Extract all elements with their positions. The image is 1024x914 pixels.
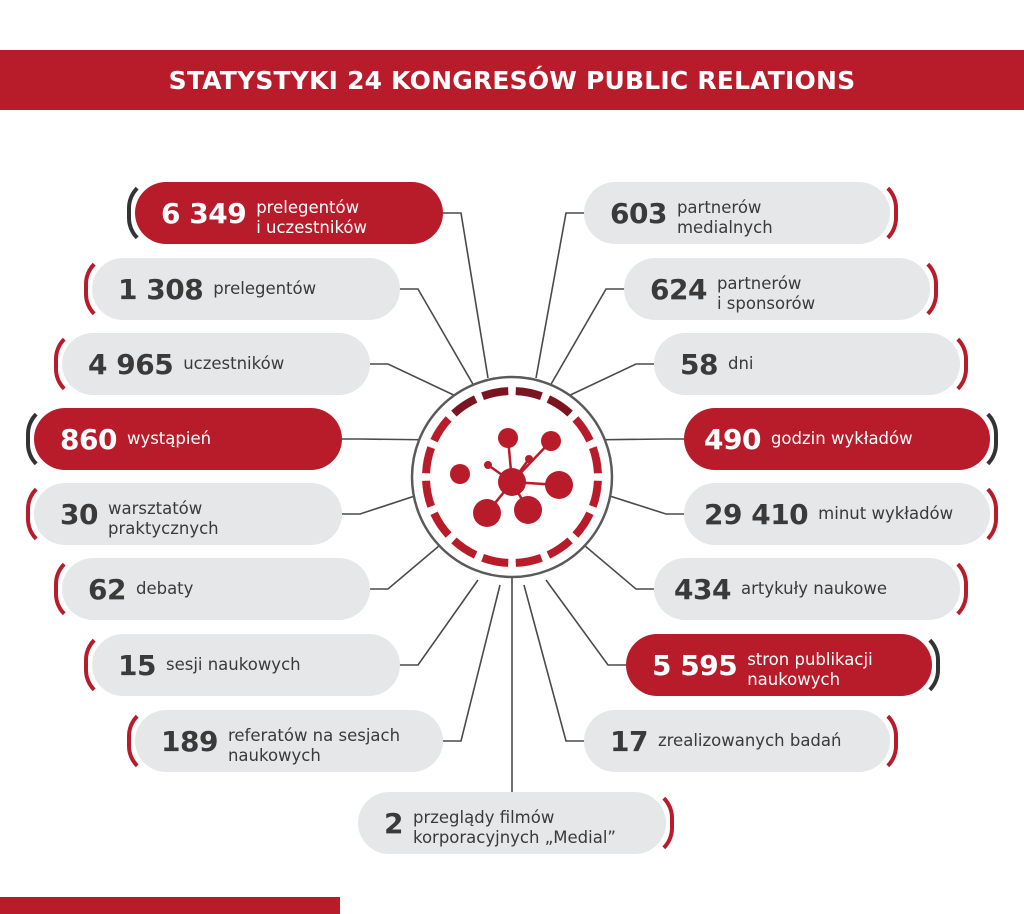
stat-label: dni <box>727 354 754 373</box>
stat-label: warsztatów praktycznych <box>107 499 219 538</box>
stat-label: minut wykładów <box>818 504 954 523</box>
stat-number: 603 <box>610 196 667 230</box>
stat-number: 29 410 <box>704 497 809 531</box>
connector-line <box>523 584 584 742</box>
stat-number: 30 <box>60 497 98 531</box>
stat-label: prelegentów <box>213 279 317 298</box>
connector-line <box>443 212 489 379</box>
hub-ring-segment <box>430 416 452 443</box>
stat-number: 434 <box>674 572 731 606</box>
stat-number: 860 <box>60 422 117 456</box>
hub-ring-segment <box>515 554 543 567</box>
stat-number: 15 <box>118 648 156 682</box>
connector-line <box>563 363 654 399</box>
stat-label: partnerów medialnych <box>676 198 773 237</box>
hub-ring-segment <box>589 480 602 508</box>
title-banner: STATYSTYKI 24 KONGRESÓW PUBLIC RELATIONS <box>0 50 1024 110</box>
stat-pill: 1 308 prelegentów <box>84 254 400 324</box>
connector-line <box>370 539 447 590</box>
network-molecule-icon <box>450 428 573 527</box>
stat-number: 1 308 <box>118 272 204 306</box>
bottom-accent-bar <box>0 897 340 914</box>
hub-ring-segment <box>572 416 594 443</box>
stat-number: 6 349 <box>161 196 247 230</box>
stat-label: referatów na sesjach naukowych <box>227 726 401 765</box>
stat-number: 62 <box>88 572 126 606</box>
hub-ring-segment <box>589 446 602 474</box>
page-title: STATYSTYKI 24 KONGRESÓW PUBLIC RELATIONS <box>168 65 856 95</box>
hub-ring-segment <box>572 511 594 538</box>
connector-line <box>400 288 475 387</box>
stat-number: 4 965 <box>88 347 174 381</box>
stat-label: zrealizowanych badań <box>657 731 842 750</box>
stat-pill: 17 zrealizowanych badań <box>584 706 898 776</box>
hub-ring-segment <box>546 537 573 559</box>
hub-ring-segment <box>451 395 478 417</box>
stat-label: sesji naukowych <box>165 655 301 674</box>
stat-pill: 624 partnerów i sponsorów <box>624 254 938 324</box>
stat-pill: 5 595 stron publikacji naukowych <box>626 630 940 700</box>
hub-ring-segment <box>422 446 435 474</box>
hub-dashed-ring <box>422 387 602 567</box>
stat-number: 490 <box>704 422 761 456</box>
stat-pill: 434 artykuły naukowe <box>654 554 968 624</box>
connector-line <box>342 489 434 515</box>
stat-label: partnerów i sponsorów <box>716 274 816 313</box>
connector-line <box>370 363 461 399</box>
hub-ring-segment <box>546 395 573 417</box>
connector-line <box>400 579 479 666</box>
connector-line <box>577 539 654 590</box>
stat-number: 17 <box>610 724 648 758</box>
connector-line <box>545 579 626 666</box>
hub-ring-segment <box>430 511 452 538</box>
stat-label: artykuły naukowe <box>740 579 888 598</box>
connector-line <box>443 584 501 742</box>
connector-line <box>342 438 443 441</box>
stat-pill: 2 przeglądy filmów korporacyjnych „Medial… <box>358 788 674 858</box>
hub-ring-segment <box>515 387 543 400</box>
hub-ring-segment <box>481 387 509 400</box>
stat-pill: 58 dni <box>654 329 968 399</box>
hub-ring-segment <box>422 480 435 508</box>
stat-pill: 62 debaty <box>54 554 370 624</box>
stat-number: 2 <box>384 806 403 840</box>
connector-line <box>581 438 684 441</box>
stat-number: 5 595 <box>652 648 738 682</box>
stat-number: 624 <box>650 272 707 306</box>
hub-ring-segment <box>451 537 478 559</box>
stat-label: stron publikacji naukowych <box>747 650 873 689</box>
stat-number: 189 <box>161 724 218 758</box>
stat-label: przeglądy filmów korporacyjnych „Medial” <box>412 808 616 847</box>
stat-pill: 4 965 uczestników <box>54 329 370 399</box>
stat-pill: 15 sesji naukowych <box>84 630 400 700</box>
connector-line <box>535 212 584 379</box>
stat-label: prelegentów i uczestników <box>256 198 368 237</box>
stat-label: wystąpień <box>126 429 212 448</box>
connector-line <box>549 288 624 387</box>
stat-label: debaty <box>135 579 194 598</box>
stat-label: uczestników <box>183 354 285 373</box>
stat-pill: 490 godzin wykładów <box>684 404 998 474</box>
stat-number: 58 <box>680 347 718 381</box>
stat-label: godzin wykładów <box>770 429 913 448</box>
connector-line <box>590 489 684 515</box>
hub-ring-segment <box>481 554 509 567</box>
